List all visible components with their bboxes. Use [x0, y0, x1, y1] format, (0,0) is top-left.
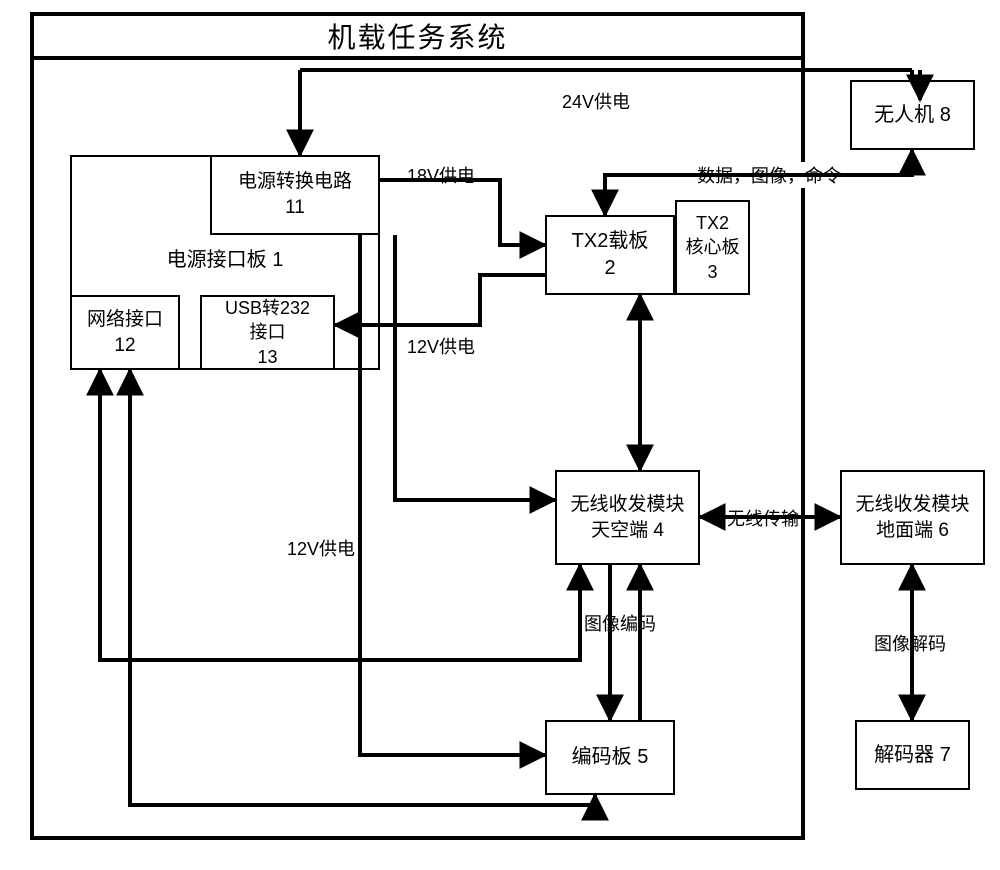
arrows-layer	[0, 0, 1000, 870]
